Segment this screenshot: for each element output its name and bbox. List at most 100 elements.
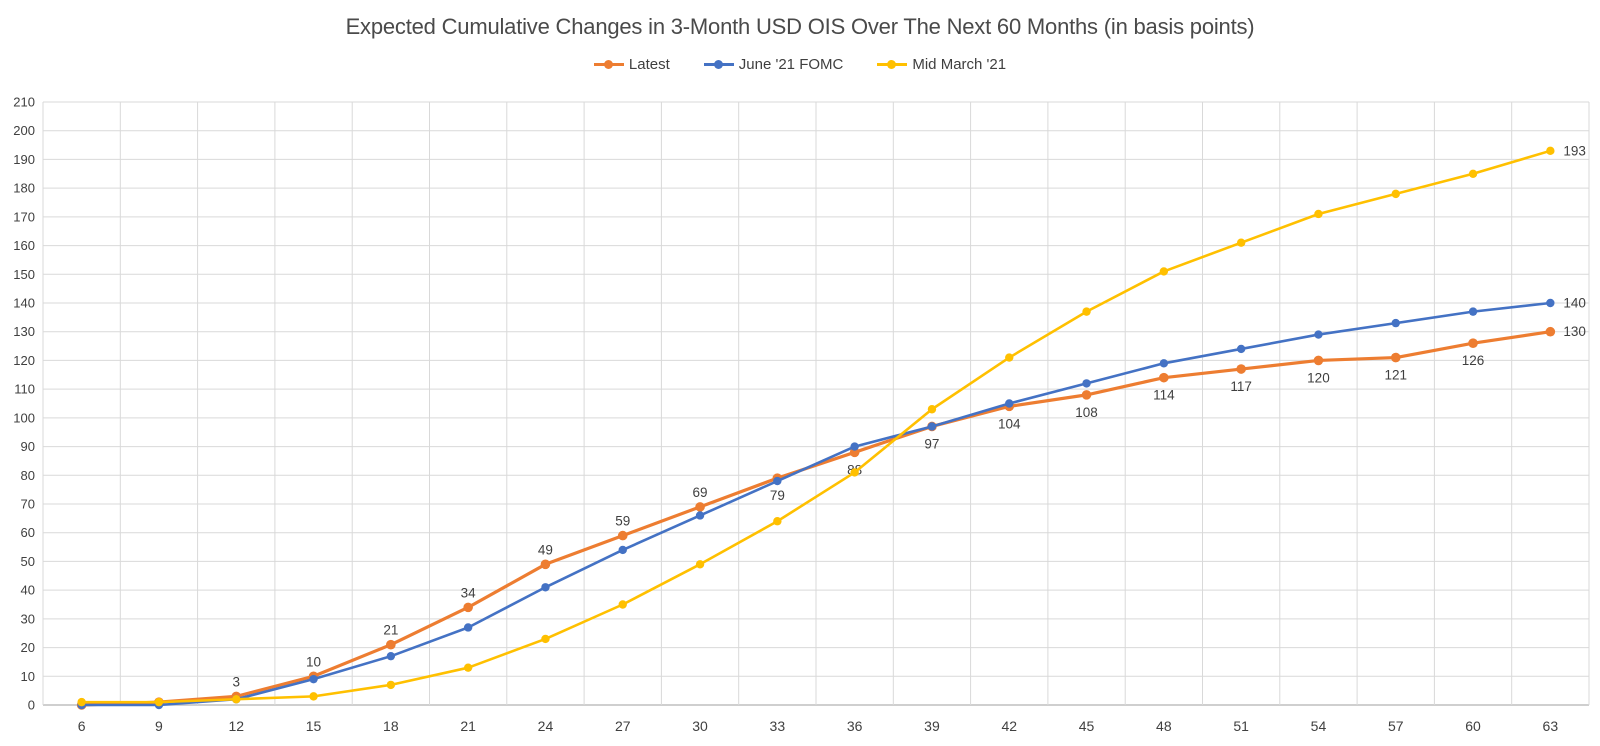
x-tick-label: 27 [615, 718, 631, 734]
legend-marker-mid-march-21-icon [877, 60, 908, 69]
y-tick-label: 30 [21, 611, 35, 626]
data-point-june-21-fomc [773, 476, 782, 486]
data-point-mid-march-21 [154, 697, 164, 707]
data-label-latest: 126 [1462, 353, 1485, 368]
x-tick-label: 18 [383, 718, 399, 734]
data-point-mid-march-21 [773, 517, 782, 526]
data-labels-latest: 3102134495969798897104108114117120121126… [232, 324, 1585, 689]
data-label-latest: 34 [461, 585, 477, 600]
chart-legend: Latest June '21 FOMC Mid March '21 [0, 56, 1600, 73]
x-tick-label: 12 [228, 718, 244, 734]
data-point-june-21-fomc [618, 545, 627, 555]
legend-label-mid-march-21: Mid March '21 [912, 56, 1007, 73]
x-tick-label: 30 [692, 718, 708, 734]
data-point-latest [617, 530, 628, 541]
data-point-june-21-fomc [541, 583, 550, 592]
y-tick-label: 10 [21, 669, 35, 684]
x-tick-label: 9 [155, 718, 163, 734]
data-point-june-21-fomc [1082, 379, 1091, 388]
data-point-latest [1545, 326, 1556, 337]
gridlines [42, 101, 1590, 706]
data-label-latest: 21 [383, 623, 398, 638]
data-point-june-21-fomc [1391, 318, 1400, 328]
data-point-june-21-fomc [1314, 330, 1323, 339]
data-point-mid-march-21 [618, 600, 627, 609]
chart-title: Expected Cumulative Changes in 3-Month U… [345, 14, 1255, 39]
data-labels-mid-march-21: 193 [1563, 143, 1586, 158]
x-tick-label: 48 [1156, 718, 1172, 734]
y-tick-label: 20 [21, 640, 35, 655]
y-tick-label: 170 [13, 209, 35, 224]
series-line-mid-march-21 [81, 149, 1551, 704]
data-point-latest [386, 639, 396, 650]
y-tick-label: 190 [13, 152, 35, 167]
data-point-mid-march-21 [1391, 189, 1400, 199]
data-point-latest [1159, 372, 1169, 383]
x-axis-tick-labels: 6 9 12 15 18 21 24 27 30 33 36 39 42 45 48 51 54 57 60 63 [78, 718, 1559, 734]
data-point-june-21-fomc [1468, 307, 1478, 316]
x-tick-label: 15 [306, 718, 322, 734]
y-tick-label: 150 [13, 267, 35, 282]
data-point-mid-march-21 [927, 405, 937, 414]
data-label-latest: 3 [232, 674, 240, 689]
data-label-latest: 117 [1230, 379, 1252, 394]
data-point-june-21-fomc [386, 651, 396, 661]
data-point-june-21-fomc [1236, 344, 1246, 354]
y-tick-label: 70 [21, 497, 35, 512]
y-tick-label: 120 [13, 353, 35, 368]
y-tick-label: 60 [21, 525, 35, 540]
data-point-mid-march-21 [1546, 146, 1555, 156]
data-point-mid-march-21 [232, 695, 241, 704]
data-point-june-21-fomc [850, 442, 859, 451]
data-labels-june-21-fomc: 140 [1563, 296, 1586, 311]
data-label-latest: 10 [306, 654, 321, 669]
data-point-mid-march-21 [77, 697, 86, 707]
data-point-mid-march-21 [1236, 238, 1246, 247]
data-label-latest: 104 [998, 416, 1021, 431]
x-tick-label: 45 [1079, 718, 1095, 734]
chart-header: Expected Cumulative Changes in 3-Month U… [0, 0, 1600, 73]
x-tick-label: 21 [460, 718, 476, 734]
data-label-latest: 114 [1153, 388, 1175, 403]
data-point-latest [1081, 390, 1092, 400]
data-point-latest [1313, 355, 1324, 366]
x-tick-label: 33 [770, 718, 786, 734]
series-mid-march-21 [77, 146, 1555, 707]
series-line-june-21-fomc [81, 301, 1551, 707]
y-axis-tick-labels: 0 10 20 30 40 50 60 70 80 90 100 110 120 130 140 150 160… [13, 95, 35, 713]
x-tick-label: 39 [924, 718, 940, 734]
data-point-mid-march-21 [1314, 209, 1323, 219]
data-point-mid-march-21 [541, 634, 550, 644]
data-point-mid-march-21 [1082, 307, 1091, 316]
y-tick-label: 200 [13, 123, 35, 138]
data-point-june-21-fomc [695, 511, 705, 520]
data-label-latest: 59 [615, 514, 630, 529]
x-tick-label: 51 [1233, 718, 1249, 734]
legend-label-latest: Latest [628, 56, 670, 73]
data-point-latest [1236, 364, 1246, 374]
legend-item-june-21-fomc: June '21 FOMC [703, 56, 843, 73]
legend-item-mid-march-21: Mid March '21 [877, 56, 1006, 73]
data-point-mid-march-21 [1468, 169, 1478, 178]
data-point-mid-march-21 [1005, 353, 1014, 362]
data-point-june-21-fomc [309, 674, 318, 684]
data-label-latest: 108 [1075, 405, 1098, 420]
y-tick-label: 130 [13, 324, 35, 339]
data-label-latest: 79 [770, 488, 785, 503]
x-tick-label: 42 [1001, 718, 1017, 734]
data-label-latest: 69 [693, 485, 708, 500]
legend-marker-june-21-fomc-icon [703, 60, 734, 69]
data-label-mid-march-21: 193 [1563, 143, 1586, 158]
x-tick-label: 54 [1311, 718, 1327, 734]
data-point-mid-march-21 [463, 663, 473, 672]
x-tick-label: 57 [1388, 718, 1404, 734]
data-label-latest: 49 [538, 542, 553, 557]
data-label-latest: 130 [1563, 324, 1586, 339]
y-tick-label: 140 [13, 296, 35, 311]
data-point-june-21-fomc [1005, 399, 1014, 408]
data-point-mid-march-21 [386, 680, 396, 690]
y-tick-label: 180 [13, 181, 35, 196]
data-point-mid-march-21 [695, 560, 705, 569]
